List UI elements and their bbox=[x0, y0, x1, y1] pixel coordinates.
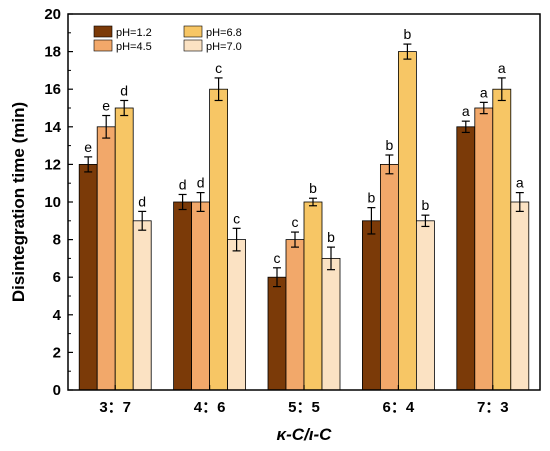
bar bbox=[267, 276, 287, 391]
x-axis-title: κ-C/ι-C bbox=[277, 425, 333, 444]
bar bbox=[397, 51, 417, 391]
significance-label: e bbox=[84, 139, 92, 155]
y-tick-label: 16 bbox=[44, 81, 61, 98]
significance-label: c bbox=[233, 210, 240, 226]
legend-label: pH=7.0 bbox=[206, 41, 242, 53]
legend-swatch bbox=[183, 39, 203, 52]
bar bbox=[379, 163, 399, 391]
legend-label: pH=1.2 bbox=[116, 27, 152, 39]
bar bbox=[456, 126, 476, 391]
bar bbox=[78, 163, 98, 391]
x-tick-label: 6：4 bbox=[383, 399, 415, 416]
y-tick-label: 6 bbox=[53, 269, 61, 286]
significance-label: c bbox=[215, 60, 222, 76]
legend: pH=1.2 pH=4.5 pH=6.8 pH=7.0 bbox=[93, 25, 242, 53]
legend-swatch bbox=[183, 25, 203, 38]
significance-label: b bbox=[309, 180, 317, 196]
bar bbox=[474, 107, 494, 391]
legend-swatch bbox=[93, 25, 113, 38]
significance-label: b bbox=[422, 197, 430, 213]
y-tick-label: 12 bbox=[44, 156, 61, 173]
significance-label: e bbox=[102, 98, 110, 114]
y-tick-label: 0 bbox=[53, 382, 61, 399]
significance-label: d bbox=[179, 176, 187, 192]
significance-label: d bbox=[120, 82, 128, 98]
bar bbox=[132, 220, 152, 391]
bar bbox=[415, 220, 435, 391]
x-tick-label: 3：7 bbox=[99, 399, 131, 416]
y-axis-title: Disintegration time (min) bbox=[9, 102, 28, 302]
bar bbox=[209, 88, 229, 391]
significance-label: a bbox=[480, 84, 488, 100]
bar bbox=[173, 201, 193, 391]
significance-label: b bbox=[368, 190, 376, 206]
y-tick-label: 2 bbox=[53, 344, 61, 361]
significance-label: b bbox=[386, 137, 394, 153]
y-tick-label: 10 bbox=[44, 194, 61, 211]
y-tick-label: 8 bbox=[53, 232, 61, 249]
x-tick-label: 5：5 bbox=[288, 399, 320, 416]
y-tick-label: 14 bbox=[44, 119, 61, 136]
bar bbox=[285, 239, 305, 391]
bar bbox=[303, 201, 323, 391]
significance-label: c bbox=[274, 250, 281, 266]
significance-label: b bbox=[327, 229, 335, 245]
bar bbox=[492, 88, 512, 391]
y-tick-label: 4 bbox=[53, 307, 62, 324]
significance-label: c bbox=[292, 214, 299, 230]
bar bbox=[510, 201, 530, 391]
bar bbox=[361, 220, 381, 391]
significance-label: d bbox=[138, 193, 146, 209]
significance-label: d bbox=[197, 175, 205, 191]
bar bbox=[96, 126, 116, 391]
legend-label: pH=4.5 bbox=[116, 41, 152, 53]
y-tick-label: 20 bbox=[44, 6, 61, 23]
significance-label: a bbox=[498, 60, 506, 76]
y-tick-label: 18 bbox=[44, 44, 61, 61]
significance-label: a bbox=[516, 175, 524, 191]
significance-label: a bbox=[462, 103, 470, 119]
x-tick-label: 4：6 bbox=[194, 399, 226, 416]
significance-label: b bbox=[404, 26, 412, 42]
x-tick-label: 7：3 bbox=[477, 399, 509, 416]
bar bbox=[191, 201, 211, 391]
legend-swatch bbox=[93, 39, 113, 52]
legend-label: pH=6.8 bbox=[206, 27, 242, 39]
bar bbox=[227, 239, 247, 391]
ticks-layer: 0 2 4 6 8 10 12 14 16 18 20 3：7 4：6 5：5 6：4 7：3 bbox=[44, 6, 508, 416]
bar bbox=[321, 257, 341, 391]
plot-frame bbox=[67, 13, 541, 391]
bar bbox=[114, 107, 134, 391]
